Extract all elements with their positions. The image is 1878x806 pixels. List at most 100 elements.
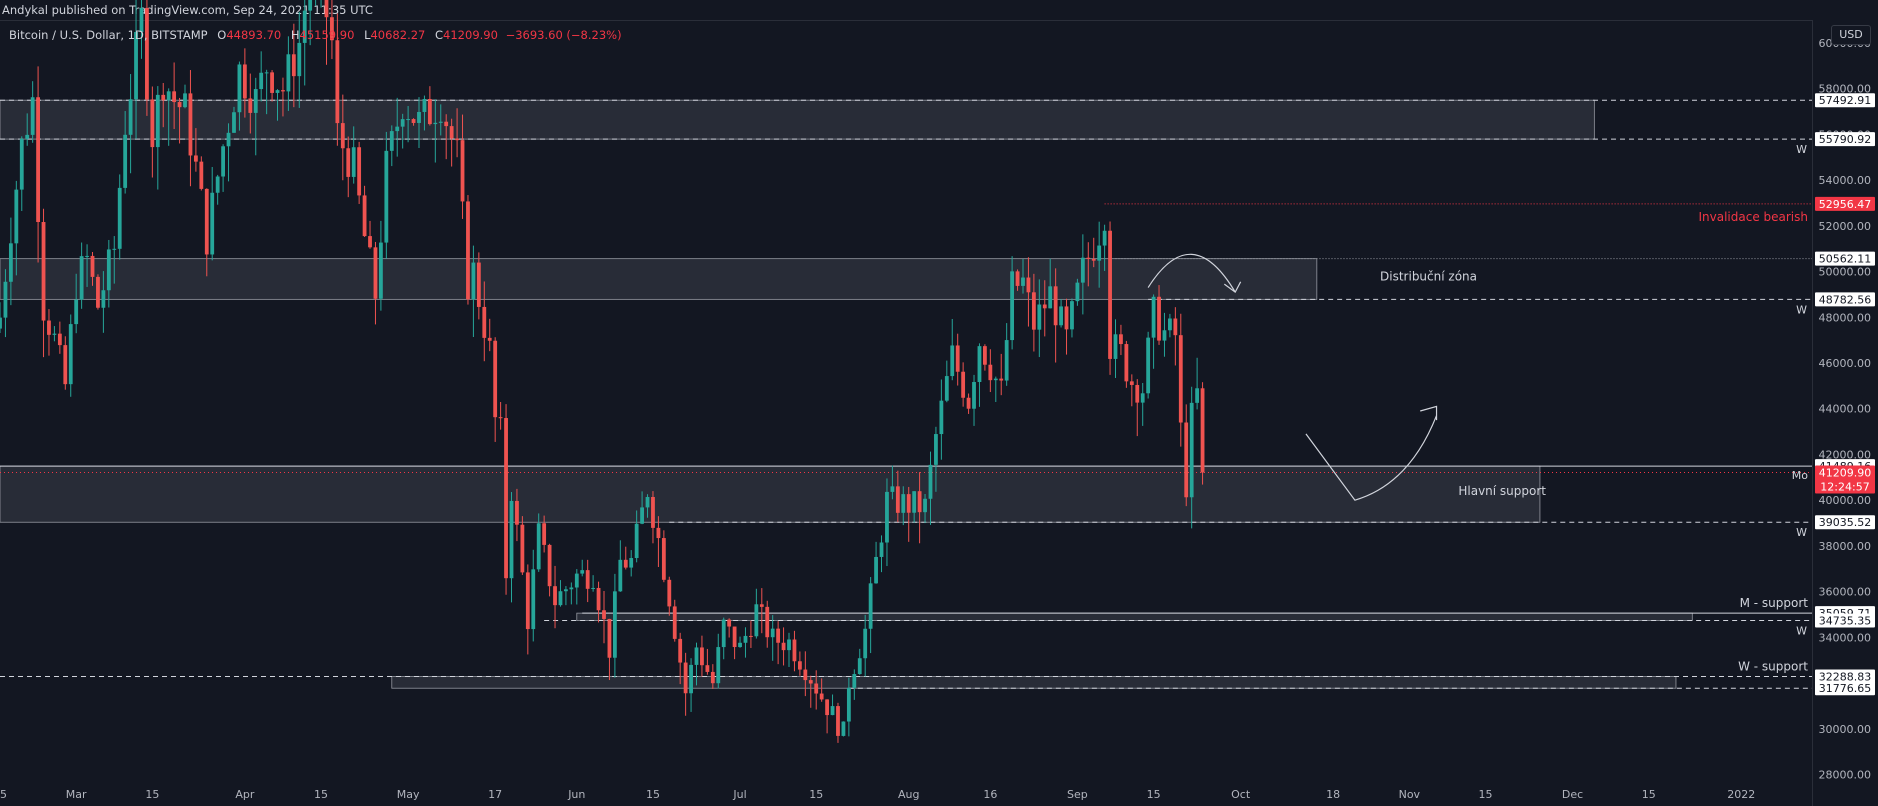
candle-body bbox=[281, 90, 285, 92]
x-tick-label: Apr bbox=[235, 788, 255, 801]
currency-button[interactable]: USD bbox=[1831, 25, 1871, 45]
candle-body bbox=[759, 604, 764, 607]
candle-body bbox=[1048, 286, 1053, 309]
candle-body bbox=[732, 626, 737, 648]
candle-body bbox=[400, 119, 405, 127]
price-label: 50562.11 bbox=[1819, 253, 1872, 266]
price-labels-layer: 57492.91 55790.92 52956.47 50562.11 48782.56… bbox=[1815, 93, 1875, 696]
y-tick-label: 52000.00 bbox=[1819, 220, 1872, 233]
change-value: −3693.60 (−8.23%) bbox=[505, 28, 622, 42]
x-tick-label: Aug bbox=[898, 788, 919, 801]
candle-body bbox=[161, 94, 166, 101]
candle-body bbox=[988, 364, 993, 381]
candle-body bbox=[1021, 277, 1025, 286]
candle-body bbox=[1075, 282, 1080, 302]
candle-body bbox=[253, 89, 258, 113]
candle-body bbox=[41, 222, 46, 321]
y-tick-label: 54000.00 bbox=[1819, 174, 1872, 187]
price-label: 52956.47 bbox=[1819, 198, 1872, 211]
candle-body bbox=[3, 281, 8, 318]
candle-body bbox=[950, 345, 955, 377]
candle-body bbox=[411, 119, 416, 123]
candles-layer bbox=[0, 0, 1205, 743]
candle-body bbox=[683, 662, 688, 694]
candle-body bbox=[885, 491, 889, 543]
candle-body bbox=[749, 635, 753, 637]
x-tick-label: 15 bbox=[809, 788, 823, 801]
candle-body bbox=[792, 639, 797, 662]
x-tick-label: 15 bbox=[1642, 788, 1656, 801]
candle-body bbox=[242, 64, 247, 99]
candle-body bbox=[1097, 245, 1102, 261]
candle-body bbox=[444, 121, 449, 127]
candle-body bbox=[30, 97, 35, 135]
candle-body bbox=[204, 188, 209, 255]
candle-body bbox=[264, 72, 269, 74]
candle-body bbox=[47, 320, 51, 335]
candle-body bbox=[738, 642, 742, 648]
candle-body bbox=[623, 559, 628, 568]
candle-body bbox=[564, 589, 568, 592]
candle-body bbox=[417, 111, 421, 123]
candle-body bbox=[776, 628, 781, 643]
candle-body bbox=[368, 236, 372, 248]
candle-body bbox=[846, 687, 851, 722]
candle-body bbox=[1151, 296, 1156, 338]
candle-body bbox=[672, 606, 677, 639]
candle-body bbox=[112, 248, 117, 250]
x-tick-label: 18 bbox=[1326, 788, 1340, 801]
candle-body bbox=[275, 90, 280, 93]
x-tick-label: 15 bbox=[314, 788, 328, 801]
candle-body bbox=[117, 187, 122, 249]
candle-body bbox=[177, 102, 182, 108]
candle-body bbox=[471, 262, 476, 300]
candle-body bbox=[1091, 258, 1096, 261]
candle-body bbox=[433, 122, 438, 125]
candle-body bbox=[193, 155, 198, 162]
candle-body bbox=[460, 140, 465, 202]
candle-body bbox=[1053, 286, 1058, 326]
candle-body bbox=[928, 464, 933, 499]
candle-body bbox=[955, 345, 960, 372]
publisher-bar: Andykal published on TradingView.com, Se… bbox=[0, 0, 1878, 21]
candle-body bbox=[1086, 257, 1091, 259]
candle-body bbox=[1200, 388, 1205, 473]
candle-body bbox=[895, 486, 900, 513]
publisher-text: Andykal published on TradingView.com, Se… bbox=[2, 3, 373, 17]
candle-body bbox=[1015, 271, 1020, 286]
candle-body bbox=[999, 378, 1004, 381]
close-label: C bbox=[435, 28, 444, 42]
candle-body bbox=[1189, 402, 1194, 498]
drawings-layer bbox=[1147, 253, 1438, 501]
main-support-label: Hlavní support bbox=[1458, 484, 1546, 498]
candle-body bbox=[727, 619, 732, 627]
x-tick-label: 15 bbox=[0, 788, 7, 801]
candle-body bbox=[270, 72, 274, 93]
x-tick-label: May bbox=[397, 788, 420, 801]
candle-body bbox=[466, 201, 470, 300]
candle-body bbox=[438, 121, 443, 123]
candle-body bbox=[651, 497, 655, 528]
price-label: 34735.35 bbox=[1819, 615, 1872, 628]
candle-body bbox=[694, 647, 699, 665]
candle-body bbox=[14, 189, 19, 244]
candle-body bbox=[509, 500, 514, 579]
candle-body bbox=[498, 417, 503, 419]
candle-body bbox=[79, 256, 84, 300]
candle-body bbox=[765, 606, 770, 638]
candle-body bbox=[248, 98, 253, 113]
candle-body bbox=[721, 619, 726, 648]
candle-body bbox=[1184, 422, 1189, 498]
candle-body bbox=[977, 346, 982, 383]
price-label: 55790.92 bbox=[1819, 133, 1872, 146]
candle-body bbox=[302, 10, 307, 43]
candle-body bbox=[879, 542, 884, 557]
y-tick-label: 48000.00 bbox=[1819, 311, 1872, 324]
candle-body bbox=[101, 290, 106, 308]
candle-body bbox=[612, 591, 617, 658]
x-tick-label: Sep bbox=[1067, 788, 1088, 801]
candle-body bbox=[596, 587, 601, 611]
candle-body bbox=[525, 572, 530, 630]
open-label: O bbox=[217, 28, 227, 42]
